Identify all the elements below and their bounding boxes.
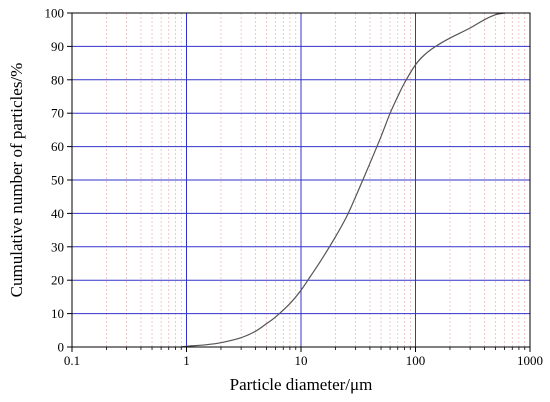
x-tick-label: 0.1 — [64, 353, 80, 368]
y-tick-label: 50 — [51, 173, 64, 188]
ticks — [67, 12, 531, 352]
y-tick-label: 40 — [51, 206, 64, 221]
y-tick-label: 90 — [51, 39, 64, 54]
y-tick-label: 20 — [51, 273, 64, 288]
series-line — [181, 12, 505, 348]
y-tick-label: 60 — [51, 139, 64, 154]
x-axis-title: Particle diameter/μm — [230, 375, 373, 394]
x-tick-label: 10 — [295, 353, 308, 368]
x-tick-label: 1 — [183, 353, 190, 368]
y-tick-label: 100 — [45, 6, 65, 21]
x-tick-label: 1000 — [517, 353, 543, 368]
x-tick-labels: 0.1 1 10 100 1000 — [64, 353, 543, 368]
y-tick-label: 0 — [58, 340, 65, 355]
y-tick-labels: 0 10 20 30 40 50 60 70 80 90 100 — [45, 6, 65, 355]
y-axis-title: Cumulative number of particles/% — [7, 63, 26, 298]
y-tick-label: 30 — [51, 239, 64, 254]
x-tick-label: 100 — [406, 353, 426, 368]
y-tick-label: 10 — [51, 306, 64, 321]
y-tick-label: 80 — [51, 72, 64, 87]
major-grid — [72, 13, 530, 347]
series-layer — [181, 12, 505, 348]
y-tick-label: 70 — [51, 106, 64, 121]
